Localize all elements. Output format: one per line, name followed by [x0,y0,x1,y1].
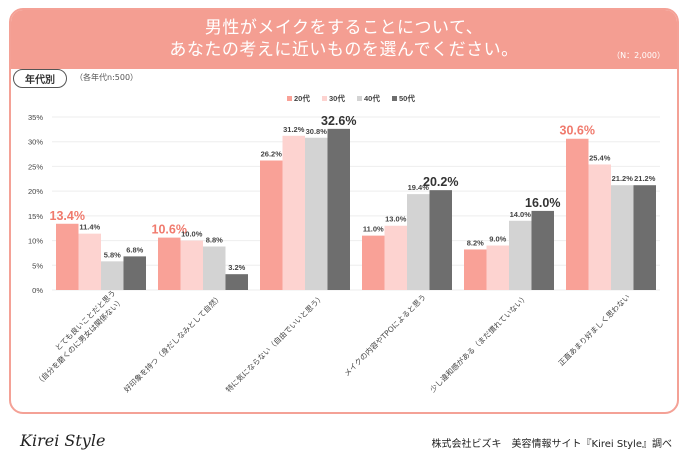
value-label: 10.0% [181,230,203,239]
bar-40代 [509,220,532,290]
legend-label: 40代 [364,93,380,103]
value-label: 11.0% [363,225,384,234]
y-tick-label: 15% [28,212,43,221]
highlighted-value-label: 32.6% [321,114,356,128]
legend-label: 30代 [329,93,345,103]
bar-40代 [203,246,226,290]
value-label: 14.0% [510,210,532,219]
bar-50代 [327,128,350,290]
value-label: 6.8% [126,245,143,254]
highlighted-value-label: 16.0% [525,196,560,210]
sample-size-badge: （N：2,000） [612,51,665,60]
bar-20代 [464,249,487,290]
bar-20代 [260,160,283,290]
value-label: 25.4% [589,153,611,162]
category-label: 正直あまり好ましく思わない [556,292,632,368]
survey-credit: 株式会社ビズキ 美容情報サイト『Kirei Style』調べ [431,439,672,450]
category-label-line1: とても良いことだと思う [53,288,118,353]
y-tick-label: 25% [28,162,43,171]
bar-50代 [429,190,452,290]
bar-40代 [611,185,634,290]
category-label-text: 少し違和感がある（まだ慣れていない） [427,292,529,394]
bar-40代 [407,194,430,290]
value-label: 8.8% [206,236,223,245]
y-tick-label: 0% [32,286,43,295]
bar-30代 [78,233,101,290]
bar-50代 [123,256,146,290]
title-line-2: あなたの考えに近いものを選んでください。 [169,40,519,60]
value-label: 5.8% [104,250,121,259]
legend-swatch [392,96,397,101]
value-label: 30.8% [306,127,328,136]
bar-50代 [531,210,554,290]
bar-20代 [362,235,385,290]
y-tick-label: 20% [28,187,43,196]
value-label: 11.4% [79,223,100,232]
category-label: メイクの内容やTPOによると思う [341,292,427,378]
title-header: 男性がメイクをすることについて、 あなたの考えに近いものを選んでください。 （N… [11,10,677,69]
bar-20代 [56,223,79,290]
y-tick-label: 5% [32,261,43,270]
highlighted-value-label: 13.4% [50,209,85,223]
value-label: 3.2% [228,263,245,272]
legend-swatch [322,96,327,101]
age-group-tag: 年代別 [13,69,67,88]
bar-20代 [566,138,589,290]
legend-label: 50代 [399,93,415,103]
legend-swatch [287,96,292,101]
bar-40代 [101,261,124,290]
sample-note: （各年代n:500） [75,73,139,82]
bar-50代 [225,274,248,290]
title-line-1: 男性がメイクをすることについて、 [204,18,484,38]
legend-swatch [357,96,362,101]
highlighted-value-label: 10.6% [152,223,187,237]
bar-30代 [486,245,509,290]
highlighted-value-label: 20.2% [423,175,458,189]
value-label: 26.2% [261,149,283,158]
category-label-text: 特に気にならない（自由でいいと思う） [223,292,326,395]
kirei-style-logo: Kirei Style [20,431,106,450]
y-tick-label: 30% [28,138,43,147]
y-tick-label: 10% [28,237,43,246]
bar-20代 [158,237,181,290]
value-label: 21.2% [612,174,634,183]
category-label-text: 好印象を持つ（身だしなみとして自然） [121,292,223,394]
category-label: 少し違和感がある（まだ慣れていない） [427,292,529,394]
value-label: 13.0% [385,215,407,224]
value-label: 8.2% [467,238,484,247]
category-label-line2: （自分を磨くのに男女は関係ない） [33,295,125,387]
bar-30代 [282,135,305,290]
bar-30代 [180,240,203,290]
value-label: 9.0% [489,235,506,244]
category-label: 特に気にならない（自由でいいと思う） [223,292,326,395]
category-label: とても良いことだと思う（自分を磨くのに男女は関係ない） [33,288,125,388]
legend-label: 20代 [294,93,310,103]
bar-30代 [384,225,407,290]
bar-50代 [633,185,656,290]
bar-30代 [588,164,611,290]
bar-40代 [305,137,328,290]
category-label-text: メイクの内容やTPOによると思う [341,292,427,378]
y-tick-label: 35% [28,113,43,122]
category-label-text: 正直あまり好ましく思わない [556,292,632,368]
value-label: 21.2% [634,174,656,183]
value-label: 19.4% [408,183,430,192]
highlighted-value-label: 30.6% [560,124,595,138]
value-label: 31.2% [283,125,305,134]
category-label: 好印象を持つ（身だしなみとして自然） [121,292,223,394]
